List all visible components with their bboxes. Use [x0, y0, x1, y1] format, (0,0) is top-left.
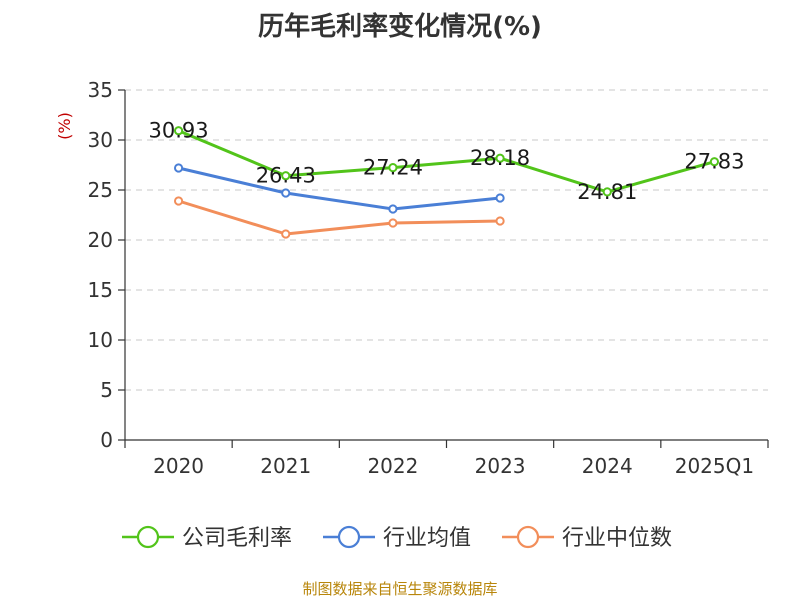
chart-title: 历年毛利率变化情况(%) — [258, 11, 542, 42]
y-tick-label: 25 — [88, 178, 113, 202]
legend-label: 公司毛利率 — [182, 526, 292, 551]
series-point-2 — [495, 216, 505, 226]
gridlines — [125, 89, 768, 391]
x-tick-label: 2023 — [475, 454, 526, 478]
series-point-0 — [709, 157, 720, 167]
data-label: 28.18 — [470, 146, 530, 170]
legend-swatch-marker — [516, 525, 540, 549]
series-point-0 — [173, 126, 184, 136]
x-tick-label: 2021 — [260, 454, 311, 478]
y-tick-label: 35 — [88, 78, 113, 102]
series-point-1 — [495, 193, 505, 203]
series-point-0 — [388, 163, 398, 173]
legend-label: 行业均值 — [383, 526, 471, 551]
y-tick-label: 0 — [100, 428, 113, 452]
y-tick-label: 10 — [88, 328, 113, 352]
series-point-1 — [388, 204, 398, 214]
series-line-1 — [177, 166, 502, 211]
y-tick-label: 30 — [88, 128, 113, 152]
data-label: 27.24 — [363, 156, 423, 180]
y-tick-label: 20 — [88, 228, 113, 252]
y-tick-label: 15 — [88, 278, 113, 302]
data-label: 27.83 — [684, 150, 744, 174]
y-axis-unit: (%) — [55, 112, 74, 140]
series-point-2 — [281, 229, 291, 239]
x-tick-label: 2025Q1 — [675, 454, 754, 478]
series-point-0 — [602, 187, 612, 197]
source-note: 制图数据来自恒生聚源数据库 — [302, 580, 497, 598]
series-point-1 — [173, 163, 184, 173]
legend: 公司毛利率 行业均值 行业中位数 — [122, 525, 672, 551]
series-line-0 — [177, 129, 716, 194]
x-tick-label: 2022 — [367, 454, 418, 478]
y-tick-label: 5 — [100, 378, 113, 402]
legend-swatch-marker — [337, 525, 361, 549]
series-point-0 — [281, 171, 291, 181]
series-point-2 — [388, 218, 398, 228]
series-point-2 — [173, 196, 184, 206]
x-tick-label: 2024 — [582, 454, 633, 478]
data-label: 26.43 — [256, 164, 316, 188]
series-lines — [173, 126, 720, 239]
series-point-1 — [281, 188, 291, 198]
series-line-2 — [177, 199, 502, 236]
legend-label: 行业中位数 — [562, 526, 672, 551]
legend-swatch-marker — [136, 525, 160, 549]
data-label: 24.81 — [577, 180, 637, 204]
data-label: 30.93 — [149, 119, 209, 143]
series-point-0 — [495, 153, 505, 163]
data-labels: 30.93 26.43 27.24 28.18 24.81 27.83 — [149, 119, 745, 204]
x-tick-label: 2020 — [153, 454, 204, 478]
axes: 0 5 10 15 20 25 30 35 2020 2021 2022 2023 2024 2025Q1 — [88, 78, 769, 478]
